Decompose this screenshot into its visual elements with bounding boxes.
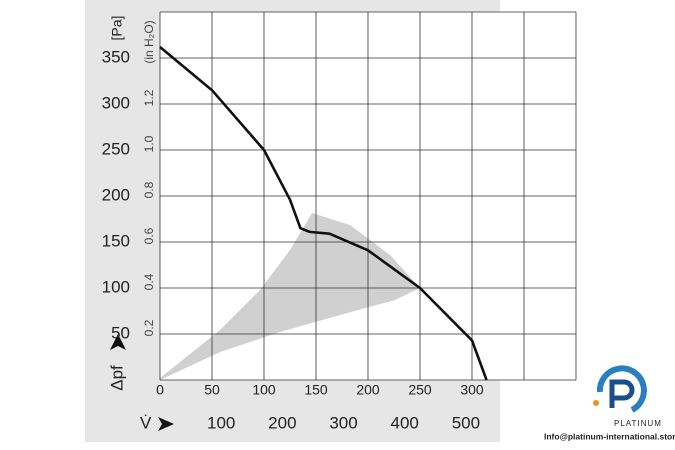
y2-tick-label: 0.6 — [142, 227, 156, 244]
x-arrow — [158, 417, 174, 431]
y2-tick-label: 1.0 — [142, 135, 156, 152]
x2-tick-label: 500 — [452, 413, 480, 432]
x-axis-label: V̇ — [140, 413, 152, 432]
x-tick-label: 50 — [204, 382, 220, 398]
x-tick-label: 300 — [460, 382, 484, 398]
x2-tick-label: 300 — [329, 413, 357, 432]
x-tick-label: 150 — [304, 382, 328, 398]
brand: PLATINUM — [614, 419, 662, 428]
y-tick-label: 150 — [102, 231, 130, 250]
x2-tick-label: 200 — [268, 413, 296, 432]
y2-tick-label: 0.8 — [142, 181, 156, 198]
operating-range — [160, 213, 420, 380]
logo-dot — [593, 400, 599, 406]
x-tick-label: 200 — [356, 382, 380, 398]
grid — [159, 11, 577, 381]
curve — [159, 45, 488, 381]
x-tick-label: 0 — [156, 382, 164, 398]
y2-tick-label: 1.2 — [142, 89, 156, 106]
y-arrow — [110, 334, 126, 350]
y-unit: [Pa] — [109, 16, 125, 41]
x2-tick-label: 400 — [391, 413, 419, 432]
x-tick-label: 100 — [252, 382, 276, 398]
y-axis-label: Δpf — [107, 365, 126, 391]
y-tick-label: 100 — [102, 277, 130, 296]
y-tick-label: 300 — [102, 93, 130, 112]
y2-tick-label: 0.2 — [142, 319, 156, 336]
y-tick-label: 50 — [111, 323, 130, 342]
y2-unit: (in H₂O) — [142, 20, 156, 63]
y-tick-label: 200 — [102, 185, 130, 204]
y-tick-label: 250 — [102, 139, 130, 158]
x-tick-label: 250 — [408, 382, 432, 398]
email: Info@platinum-international.store — [544, 431, 675, 441]
logo-p — [609, 379, 635, 408]
logo: PLATINUM Info@platinum-international.sto… — [544, 365, 675, 441]
logo-ring — [596, 365, 647, 413]
plot-area-patch — [500, 330, 590, 390]
x2-tick-label: 100 — [207, 413, 235, 432]
y-tick-label: 350 — [102, 47, 130, 66]
y2-tick-label: 0.4 — [142, 273, 156, 290]
